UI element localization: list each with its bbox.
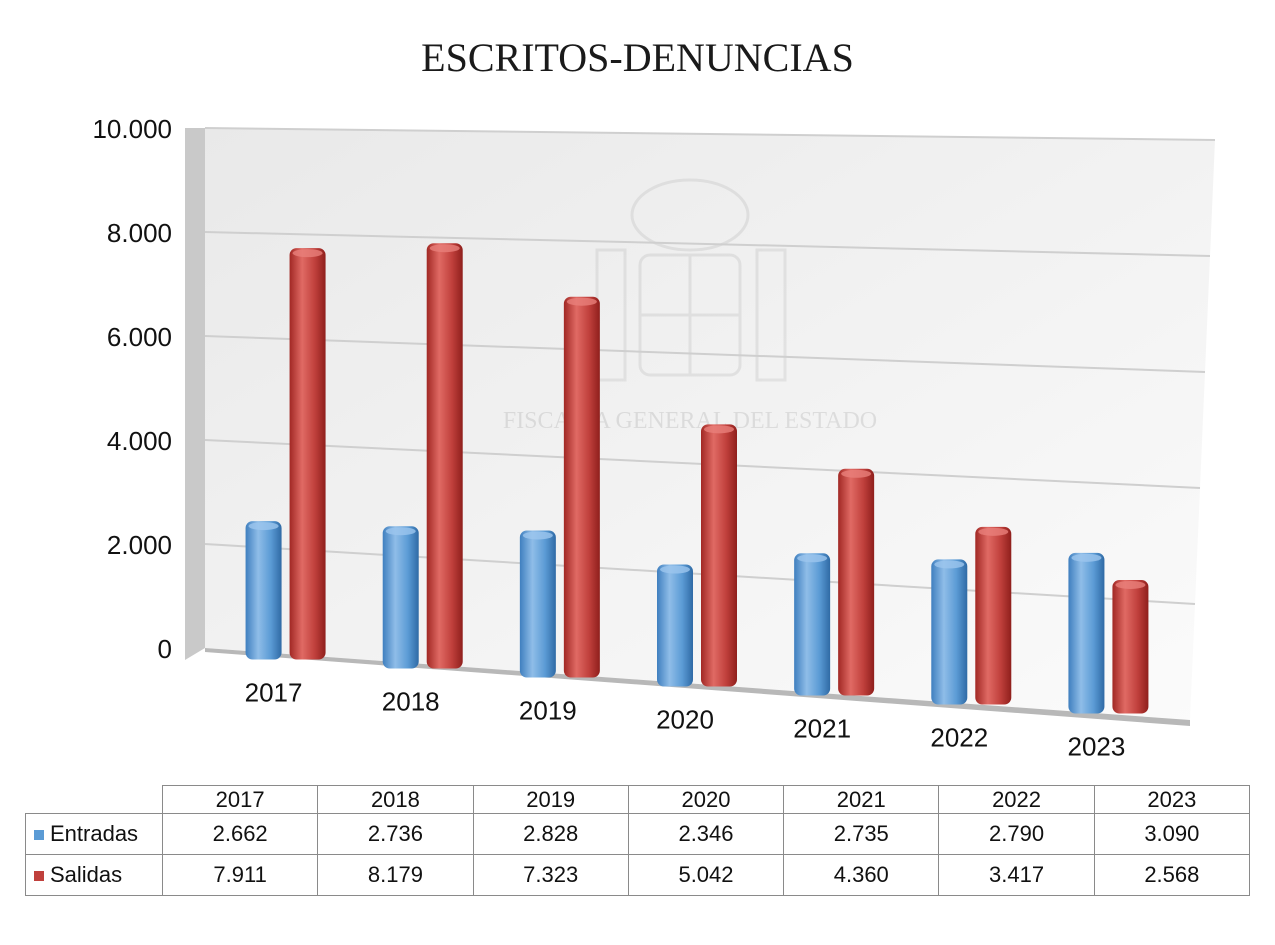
table-header-row: 2017 2018 2019 2020 2021 2022 2023: [25, 785, 1251, 814]
table-header-cell: 2023: [1093, 785, 1251, 814]
bar-cap: [292, 249, 323, 258]
bar-cap: [522, 531, 553, 540]
data-table: 2017 2018 2019 2020 2021 2022 2023 Entradas 2.6…: [25, 785, 1251, 896]
table-cell: 4.360: [783, 854, 940, 896]
x-tick-label: 2019: [519, 696, 577, 726]
bar-cap: [797, 554, 828, 563]
bar-salidas-2018: [426, 243, 463, 669]
bar-salidas-2023: [1112, 579, 1149, 714]
bar-entradas-2020: [657, 564, 693, 687]
y-tick-label: 0: [158, 634, 172, 664]
bar-body: [1068, 552, 1105, 714]
table-cell: 5.042: [627, 854, 785, 896]
bar-cap: [660, 565, 690, 574]
bar-cap: [566, 297, 597, 306]
bar-body: [701, 424, 737, 687]
bar-entradas-2019: [519, 530, 556, 678]
bar-entradas-2018: [382, 526, 419, 669]
y-axis-ticks: 0 2.000 4.000 6.000 8.000 10.000: [92, 114, 172, 664]
table-cell: 2.662: [161, 813, 319, 855]
grid-line: [204, 335, 1206, 373]
table-cell: 2.735: [783, 813, 940, 855]
bar-body: [931, 559, 968, 705]
table-cell: 7.323: [472, 854, 629, 896]
x-tick-label: 2017: [245, 678, 303, 708]
table-cell: 3.417: [938, 854, 1095, 896]
bar-cap: [429, 244, 460, 253]
x-axis-labels: 2017 2018 2019 2020 2021 2022 2023: [245, 678, 1126, 762]
bar-cap: [1115, 580, 1146, 589]
table-cell: 2.346: [627, 813, 785, 855]
side-wall: [185, 128, 205, 660]
table-row: Entradas 2.662 2.736 2.828 2.346 2.735 2.790 3.…: [25, 813, 1251, 855]
x-tick-label: 2023: [1068, 732, 1126, 762]
bar-body: [975, 526, 1012, 705]
grid-line: [204, 543, 1196, 605]
legend-entry: Salidas: [25, 854, 163, 896]
table-cell: 3.090: [1093, 813, 1251, 855]
bar-body: [289, 248, 326, 660]
y-tick-label: 10.000: [92, 114, 172, 144]
table-cell: 7.911: [161, 854, 319, 896]
bar-cap: [1071, 553, 1102, 562]
table-header-cell: 2018: [317, 785, 474, 814]
bar-entradas-2023: [1068, 552, 1105, 714]
bar-entradas-2017: [245, 521, 282, 660]
bar-body: [1112, 579, 1149, 714]
bar-cap: [978, 527, 1009, 536]
table-header-cell: 2021: [783, 785, 940, 814]
y-tick-label: 2.000: [107, 530, 172, 560]
x-tick-label: 2022: [930, 723, 988, 753]
table-cell: 2.736: [317, 813, 474, 855]
grid-line: [204, 231, 1211, 257]
bar-body: [794, 553, 831, 696]
bar-body: [657, 564, 693, 687]
legend-swatch: [34, 830, 44, 840]
table-cell: 2.790: [938, 813, 1095, 855]
bar-salidas-2017: [289, 248, 326, 660]
bars: [245, 243, 1149, 714]
table-cell: 2.568: [1093, 854, 1251, 896]
bar-salidas-2021: [838, 468, 875, 696]
bar-body: [838, 468, 875, 696]
table-header-cell: 2017: [161, 785, 319, 814]
table-header-cell: 2019: [472, 785, 629, 814]
y-tick-label: 4.000: [107, 426, 172, 456]
table-cell: 2.828: [472, 813, 629, 855]
legend-label: Salidas: [50, 862, 123, 887]
bar-body: [426, 243, 463, 669]
table-header-cell: 2020: [627, 785, 785, 814]
table-header-cell: 2022: [938, 785, 1095, 814]
legend-swatch: [34, 871, 44, 881]
x-tick-label: 2020: [656, 705, 714, 735]
watermark-text: FISCALÍA GENERAL DEL ESTADO: [503, 408, 877, 434]
bar-entradas-2022: [931, 559, 968, 705]
bar-salidas-2020: [701, 424, 737, 687]
chart-plot: FISCALÍA GENERAL DEL ESTADO 0 2.000 4.000 6…: [92, 114, 1216, 762]
chart-title: ESCRITOS-DENUNCIAS: [421, 35, 854, 80]
bar-salidas-2019: [563, 296, 600, 678]
bar-body: [519, 530, 556, 678]
y-tick-label: 6.000: [107, 322, 172, 352]
x-tick-label: 2018: [382, 687, 440, 717]
table-row: Salidas 7.911 8.179 7.323 5.042 4.360 3.417 2.5…: [25, 854, 1251, 896]
bar-cap: [385, 527, 416, 536]
bar-body: [245, 521, 282, 660]
legend-label: Entradas: [50, 821, 139, 846]
legend-entry: Entradas: [25, 813, 163, 855]
table-cell: 8.179: [317, 854, 474, 896]
bar-salidas-2022: [975, 526, 1012, 705]
bar-cap: [704, 425, 734, 434]
y-tick-label: 8.000: [107, 218, 172, 248]
grid-line: [204, 127, 1216, 141]
table-corner: [25, 785, 163, 814]
bar-cap: [248, 522, 279, 531]
bar-cap: [934, 560, 965, 569]
x-tick-label: 2021: [793, 714, 851, 744]
bar-body: [382, 526, 419, 669]
watermark-seal: [595, 178, 787, 382]
bar-entradas-2021: [794, 553, 831, 696]
bar-cap: [841, 469, 872, 478]
bar-body: [563, 296, 600, 678]
